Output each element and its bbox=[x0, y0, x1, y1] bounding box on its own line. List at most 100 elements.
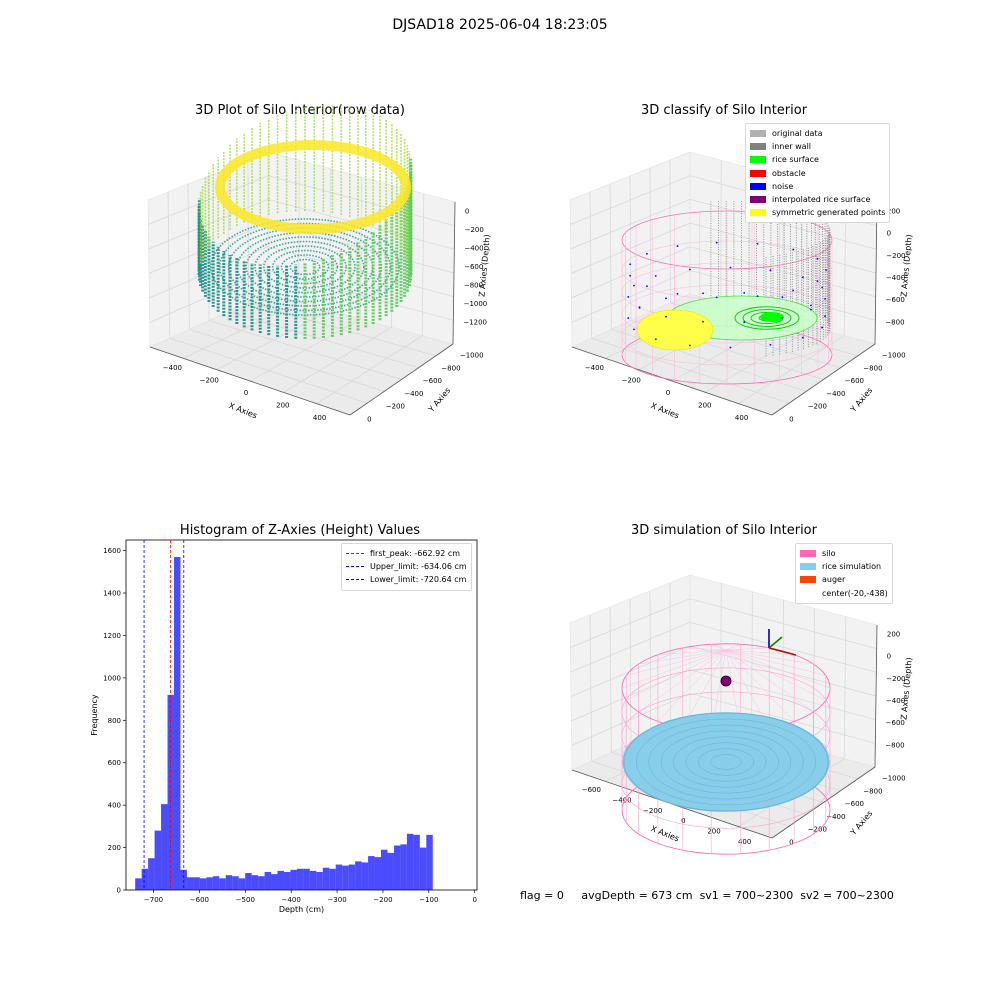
sim-x-tick: 0 bbox=[681, 817, 685, 825]
cls-noise-point bbox=[816, 280, 819, 283]
hist-y-tick: 1000 bbox=[103, 674, 121, 682]
cls-x-tick: 200 bbox=[698, 402, 711, 410]
legend-entry: Upper_limit: -634.06 cm bbox=[346, 560, 467, 573]
raw-z-tick: −200 bbox=[465, 226, 484, 234]
cls-rice-contour bbox=[734, 306, 800, 330]
legend-label: noise bbox=[772, 181, 794, 191]
raw-z-tick: −1000 bbox=[464, 300, 488, 308]
raw-grid bbox=[148, 175, 269, 225]
sim-x-tick: 400 bbox=[738, 838, 751, 846]
cls-y-tick: −800 bbox=[863, 364, 882, 372]
legend-label: rice simulation bbox=[822, 562, 882, 572]
cls-noise-point bbox=[665, 297, 667, 300]
raw-z-axis bbox=[452, 201, 456, 345]
hist-bar bbox=[296, 868, 304, 890]
legend-entry: rice surface bbox=[750, 153, 885, 166]
raw-y-tick: 0 bbox=[367, 415, 371, 423]
hist-x-tick: −700 bbox=[144, 896, 163, 904]
sim-x-tick: 200 bbox=[707, 828, 720, 836]
legend-entry: inner wall bbox=[750, 140, 885, 153]
hist-bar bbox=[413, 834, 420, 890]
raw-x-axis bbox=[149, 346, 351, 416]
cls-z-tick: −800 bbox=[885, 318, 904, 326]
cls-noise-point bbox=[629, 274, 632, 277]
sim-z-tick: 200 bbox=[887, 631, 900, 639]
hist-y-tick: 1600 bbox=[103, 547, 121, 555]
cls-noise-point bbox=[781, 296, 784, 299]
figure-title: DJSAD18 2025-06-04 18:23:05 bbox=[392, 17, 608, 33]
hist-bar bbox=[199, 878, 207, 890]
hist-bar bbox=[173, 556, 181, 890]
raw-y-tick: −200 bbox=[386, 403, 405, 411]
hist-bar bbox=[348, 864, 356, 890]
cls-noise-point bbox=[665, 315, 667, 318]
legend-entry: first_peak: -662.92 cm bbox=[346, 547, 467, 560]
hist-x-tick: −300 bbox=[327, 896, 346, 904]
sim-z-axis bbox=[874, 624, 878, 768]
sim-silo-roof bbox=[725, 649, 795, 722]
sim-axis-arrow-x bbox=[768, 647, 797, 656]
cls-noise-point bbox=[633, 284, 635, 287]
legend-swatch bbox=[750, 196, 766, 204]
legend-entry: noise bbox=[750, 180, 885, 193]
hist-bar bbox=[148, 858, 155, 890]
legend-label: center(-20,-438) bbox=[822, 588, 888, 598]
hist-bar bbox=[374, 857, 382, 890]
raw-grid bbox=[267, 175, 455, 227]
cls-noise-point bbox=[801, 336, 804, 339]
sim-rice-mesh bbox=[636, 718, 816, 806]
hist-bar bbox=[303, 868, 310, 890]
cls-noise-point bbox=[781, 316, 784, 319]
hist-bar bbox=[212, 876, 220, 890]
hist-bar bbox=[232, 876, 239, 890]
hist-bar bbox=[426, 834, 433, 890]
cls-noise-point bbox=[792, 289, 795, 292]
sim-x-tick: −600 bbox=[582, 786, 601, 794]
raw-y-tick: −400 bbox=[404, 390, 423, 398]
cls-y-axis bbox=[771, 343, 876, 416]
legend-swatch bbox=[750, 143, 766, 151]
hist-y-tick: 0 bbox=[117, 887, 121, 895]
cls-x-axis bbox=[571, 346, 773, 416]
legend-swatch bbox=[750, 182, 766, 190]
hist-bar bbox=[154, 830, 162, 890]
cls-z-tick: −400 bbox=[886, 274, 905, 282]
legend-swatch bbox=[800, 590, 816, 597]
legend-label: silo bbox=[822, 549, 836, 559]
cls-noise-point bbox=[654, 274, 657, 277]
legend-line-swatch bbox=[346, 553, 364, 555]
hist-bar bbox=[355, 861, 362, 890]
sim-rice-mesh bbox=[685, 742, 767, 782]
classify-plot-title: 3D classify of Silo Interior bbox=[640, 103, 808, 118]
cls-noise-point bbox=[821, 326, 824, 329]
hist-x-tick: 0 bbox=[472, 896, 476, 904]
sim-silo-roof bbox=[725, 649, 826, 676]
legend-entry: rice simulation bbox=[800, 560, 888, 573]
cls-noise-point bbox=[715, 241, 718, 244]
raw-x-tick: −200 bbox=[200, 376, 219, 384]
legend-entry: center(-20,-438) bbox=[800, 587, 888, 600]
hist-y-tick: 1200 bbox=[103, 632, 121, 640]
cls-noise-point bbox=[816, 257, 819, 260]
cls-noise-point bbox=[769, 269, 772, 272]
cls-noise-point bbox=[627, 296, 630, 298]
cls-noise-point bbox=[821, 286, 824, 289]
hist-y-tick: 1400 bbox=[103, 590, 121, 598]
cls-y-tick: 0 bbox=[789, 415, 793, 423]
legend-label: rice surface bbox=[772, 155, 819, 165]
histogram-legend: first_peak: -662.92 cm Upper_limit: -634.… bbox=[341, 543, 472, 591]
legend-entry: symmetric generated points bbox=[750, 206, 885, 219]
cls-z-tick: 200 bbox=[887, 208, 900, 216]
cls-noise-point bbox=[689, 344, 691, 347]
legend-swatch bbox=[800, 576, 816, 584]
raw-x-tick: 0 bbox=[244, 389, 248, 397]
cls-noise-point bbox=[702, 320, 704, 323]
legend-swatch bbox=[750, 169, 766, 177]
hist-bar bbox=[141, 868, 149, 890]
avg-depth-text: avgDepth = 673 cm bbox=[581, 889, 693, 902]
raw-z-tick: −600 bbox=[464, 263, 483, 271]
cls-y-tick: −1000 bbox=[882, 352, 906, 360]
sim-silo-roof bbox=[725, 649, 831, 689]
sim-silo-roof bbox=[621, 649, 727, 689]
